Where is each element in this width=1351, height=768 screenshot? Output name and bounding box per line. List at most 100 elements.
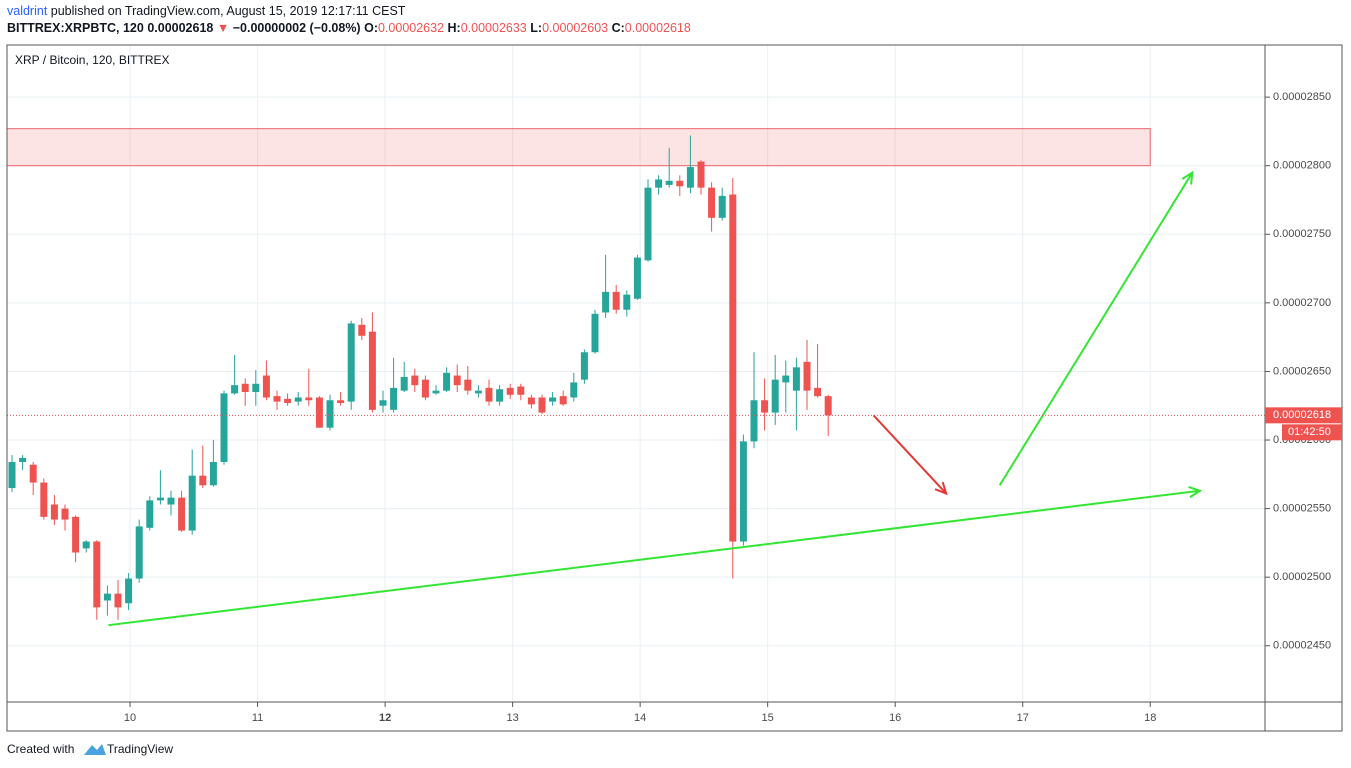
candles [8, 135, 832, 620]
candle-body [570, 382, 578, 398]
labels: 0.00002850 0.00002800 0.00002750 0.00002700… [124, 91, 1342, 724]
candle-body [443, 372, 451, 391]
x-tick-label: 14 [634, 712, 646, 724]
candle-body [29, 464, 37, 483]
candle-body [284, 398, 292, 403]
candle-body [61, 508, 69, 520]
candle-body [231, 385, 239, 394]
symbol: BITTREX:XRPBTC, 120 [7, 21, 144, 35]
y-tick-label: 0.00002500 [1273, 571, 1331, 583]
l-label: L: [530, 21, 542, 35]
candle-body [337, 400, 345, 403]
candle-body [485, 387, 493, 402]
last-price-box [1265, 407, 1342, 424]
candle-body [135, 526, 143, 579]
footer-created: Created with [7, 742, 74, 756]
candle-body [464, 379, 472, 391]
trend-arrow [998, 172, 1194, 486]
zone-layer [6, 128, 1151, 167]
candle-body [305, 397, 313, 401]
c-label: C: [612, 21, 625, 35]
candle-body [771, 379, 779, 413]
candle-body [602, 291, 610, 313]
candle-body [315, 397, 323, 428]
candle-body [294, 397, 302, 402]
axes [6, 44, 1343, 732]
candle-body [559, 396, 567, 405]
footer-brand: TradingView [107, 742, 173, 756]
x-tick-label: 11 [252, 712, 263, 724]
candle-body [803, 361, 811, 391]
candle-body [761, 400, 769, 413]
change: −0.00000002 (−0.08%) [233, 21, 361, 35]
x-tick-label: 10 [124, 712, 136, 724]
trend-arrow [872, 414, 947, 495]
x-tick-label: 16 [889, 712, 901, 724]
candle-body [188, 475, 196, 531]
candle-body [167, 497, 175, 505]
candle-body [644, 187, 652, 261]
o-label: O: [364, 21, 378, 35]
candle-body [517, 386, 525, 395]
candle-body [549, 397, 557, 402]
drawings [7, 170, 1265, 627]
candle-body [93, 541, 101, 608]
candle-body [686, 167, 694, 188]
candle-body [453, 375, 461, 386]
candle-body [591, 313, 599, 353]
x-tick-label: 17 [1017, 712, 1029, 724]
arrow-head [1188, 485, 1203, 499]
countdown-box [1282, 424, 1342, 441]
candle-body [432, 390, 440, 394]
last-price-label: 0.00002618 [1273, 409, 1331, 421]
h-label: H: [448, 21, 461, 35]
candle-body [792, 367, 800, 391]
y-tick-label: 0.00002750 [1273, 228, 1331, 240]
candle-body [273, 396, 281, 402]
candle-body [358, 324, 366, 336]
countdown: 01:42:50 [1288, 426, 1331, 438]
candle-body [665, 180, 673, 185]
candle-body [623, 294, 631, 310]
candle-body [8, 461, 16, 489]
y-tick-label: 0.00002700 [1273, 297, 1331, 309]
logo [84, 744, 106, 755]
candle-body [252, 383, 260, 393]
o-value: 0.00002632 [378, 21, 444, 35]
candle-body [474, 390, 482, 394]
candle-body [782, 375, 790, 383]
c-value: 0.00002618 [625, 21, 691, 35]
x-tick-label: 18 [1144, 712, 1156, 724]
symbol-line: BITTREX:XRPBTC, 120 0.00002618 ▼ −0.0000… [7, 21, 691, 35]
candle-body [146, 500, 154, 528]
candle-body [390, 387, 398, 410]
candle-body [697, 161, 705, 188]
candle-body [125, 578, 133, 604]
y-tick-label: 0.00002550 [1273, 503, 1331, 515]
candle-body [814, 387, 822, 397]
x-tick-label: 15 [762, 712, 774, 724]
candle-body [739, 441, 747, 542]
candle-body [718, 195, 726, 218]
candle-body [326, 400, 334, 428]
chart-title: XRP / Bitcoin, 120, BITTREX [15, 53, 170, 67]
candle-body [72, 516, 80, 553]
candle-body [655, 179, 663, 188]
candle-body [708, 187, 716, 218]
candle-body [103, 593, 111, 601]
candle-body [496, 389, 504, 402]
candle-body [82, 541, 90, 549]
candle-body [527, 397, 535, 405]
candle-body [347, 323, 355, 402]
candle-body [750, 400, 758, 442]
candle-body [241, 383, 249, 393]
y-tick-label: 0.00002850 [1273, 91, 1331, 103]
candle-body [178, 497, 186, 531]
candle-body [19, 457, 27, 462]
y-tick-label: 0.00002450 [1273, 640, 1331, 652]
candle-body [676, 180, 684, 187]
candle-body [612, 291, 620, 310]
candle-body [199, 475, 207, 486]
